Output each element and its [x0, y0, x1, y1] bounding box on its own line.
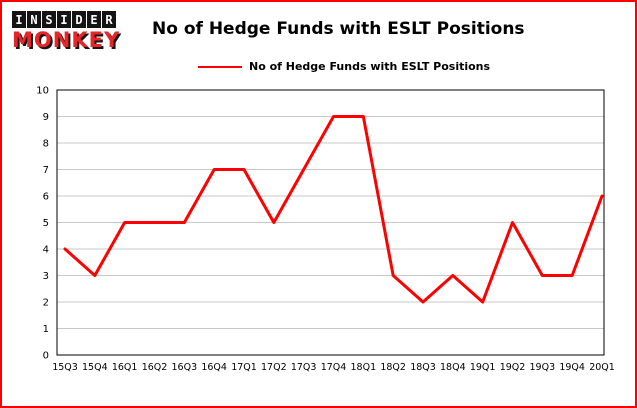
x-axis-tick-label: 19Q2 [500, 362, 526, 373]
logo-letter-block: I [57, 11, 71, 28]
logo-letter-block: R [102, 11, 116, 28]
y-axis-tick-label: 6 [43, 192, 49, 203]
y-axis-tick-label: 4 [43, 245, 49, 256]
x-axis-tick-label: 17Q1 [231, 362, 257, 373]
logo-letter-block: N [27, 11, 41, 28]
x-axis-tick-label: 19Q1 [470, 362, 496, 373]
x-axis-tick-label: 18Q3 [410, 362, 436, 373]
x-axis-tick-label: 16Q3 [172, 362, 198, 373]
plot-border [56, 89, 605, 356]
x-axis-tick-label: 15Q3 [52, 362, 78, 373]
y-axis-tick-label: 9 [43, 112, 49, 123]
y-axis-tick-label: 0 [43, 351, 49, 362]
x-axis-tick-label: 18Q1 [351, 362, 377, 373]
logo-letter-block: E [87, 11, 101, 28]
x-axis-tick-label: 18Q2 [380, 362, 406, 373]
x-axis-tick-label: 16Q1 [112, 362, 138, 373]
legend-label: No of Hedge Funds with ESLT Positions [249, 60, 491, 73]
y-axis-tick-label: 1 [43, 324, 49, 335]
x-axis-tick-label: 16Q4 [201, 362, 227, 373]
logo-letter-block: D [72, 11, 86, 28]
x-axis-tick-label: 19Q3 [530, 362, 556, 373]
chart-legend: No of Hedge Funds with ESLT Positions [198, 60, 490, 73]
legend-line-swatch [198, 65, 242, 68]
x-axis-tick-label: 16Q2 [142, 362, 168, 373]
x-axis-tick-label: 17Q3 [291, 362, 317, 373]
x-axis-tick-label: 17Q2 [261, 362, 287, 373]
x-axis-tick-label: 15Q4 [82, 362, 108, 373]
y-axis-tick-label: 2 [43, 298, 49, 309]
x-axis-tick-label: 18Q4 [440, 362, 466, 373]
y-axis-tick-label: 3 [43, 271, 49, 282]
y-axis-tick-label: 10 [36, 86, 49, 97]
y-axis-tick-label: 7 [43, 165, 49, 176]
logo-monkey-text: MONKEY [12, 28, 121, 52]
chart-title: No of Hedge Funds with ESLT Positions [152, 19, 525, 39]
y-axis-tick-label: 8 [43, 139, 49, 150]
logo-letter-block: S [42, 11, 56, 28]
logo-letter-block: I [12, 11, 26, 28]
x-axis-tick-label: 19Q4 [559, 362, 585, 373]
x-axis-tick-label: 17Q4 [321, 362, 347, 373]
x-axis-tick-label: 20Q1 [589, 362, 615, 373]
y-axis-tick-label: 5 [43, 218, 49, 229]
data-line-series [63, 115, 604, 304]
